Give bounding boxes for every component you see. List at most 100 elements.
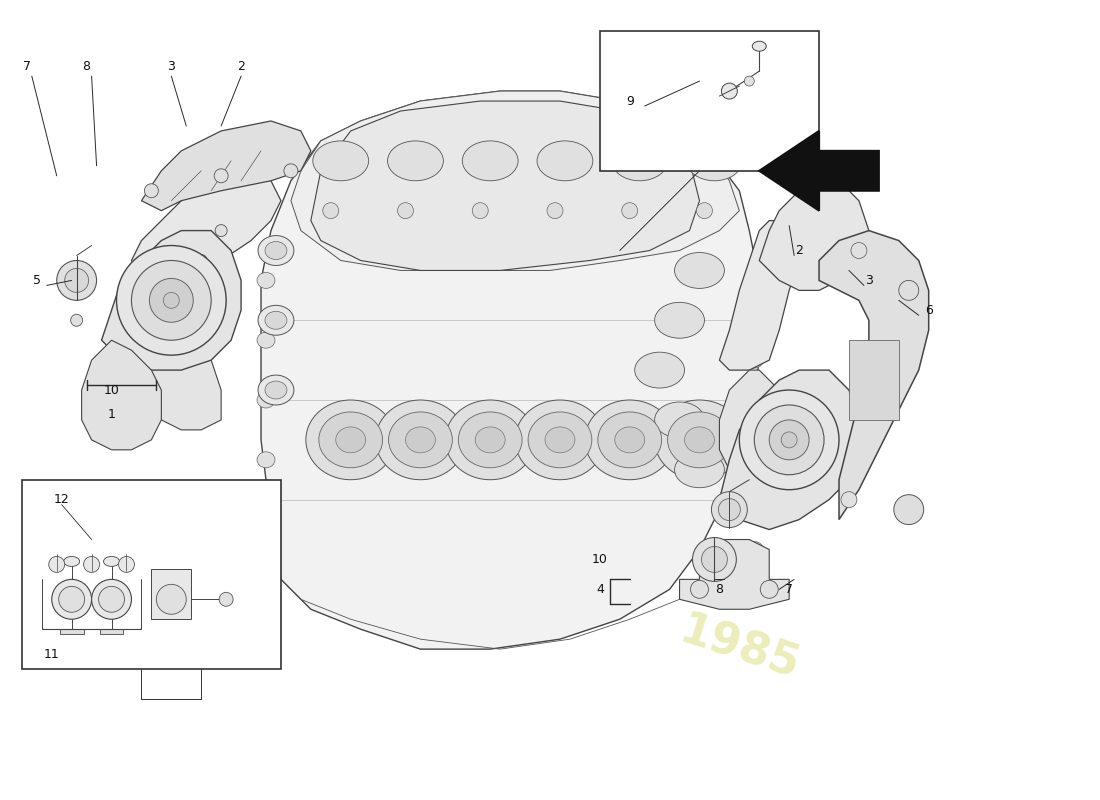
Ellipse shape bbox=[265, 311, 287, 330]
Circle shape bbox=[117, 246, 227, 355]
Circle shape bbox=[842, 492, 857, 508]
Text: maserati: maserati bbox=[422, 332, 618, 428]
Text: 5: 5 bbox=[33, 274, 41, 287]
Circle shape bbox=[712, 492, 747, 527]
Ellipse shape bbox=[387, 141, 443, 181]
Polygon shape bbox=[132, 170, 280, 290]
Bar bbox=[600, 31, 820, 170]
Text: 10: 10 bbox=[103, 383, 120, 397]
Circle shape bbox=[48, 557, 65, 572]
Circle shape bbox=[216, 225, 227, 237]
Circle shape bbox=[185, 304, 197, 316]
Bar bbox=[152, 570, 191, 619]
Ellipse shape bbox=[64, 557, 79, 566]
Ellipse shape bbox=[537, 141, 593, 181]
Polygon shape bbox=[719, 370, 799, 480]
Circle shape bbox=[144, 184, 158, 198]
Text: 4: 4 bbox=[596, 583, 604, 596]
Polygon shape bbox=[820, 230, 928, 519]
Circle shape bbox=[397, 202, 414, 218]
Circle shape bbox=[99, 586, 124, 612]
Polygon shape bbox=[680, 539, 789, 610]
Ellipse shape bbox=[459, 412, 522, 468]
Ellipse shape bbox=[746, 412, 763, 428]
Circle shape bbox=[693, 538, 736, 582]
Circle shape bbox=[322, 202, 339, 218]
Ellipse shape bbox=[612, 141, 668, 181]
Ellipse shape bbox=[746, 292, 763, 308]
Ellipse shape bbox=[654, 402, 704, 438]
Text: 7: 7 bbox=[785, 583, 793, 596]
Text: 11: 11 bbox=[44, 648, 59, 661]
Circle shape bbox=[284, 164, 298, 178]
Text: 1985: 1985 bbox=[674, 610, 805, 689]
Circle shape bbox=[52, 579, 91, 619]
Circle shape bbox=[214, 169, 228, 182]
Text: 3: 3 bbox=[865, 274, 872, 287]
Circle shape bbox=[894, 494, 924, 525]
Ellipse shape bbox=[257, 452, 275, 468]
Circle shape bbox=[150, 278, 194, 322]
Circle shape bbox=[691, 580, 708, 598]
Bar bbox=[22, 480, 280, 669]
Ellipse shape bbox=[684, 427, 714, 453]
Ellipse shape bbox=[475, 427, 505, 453]
Ellipse shape bbox=[746, 542, 763, 558]
Ellipse shape bbox=[668, 412, 732, 468]
Ellipse shape bbox=[406, 427, 436, 453]
Polygon shape bbox=[142, 121, 311, 210]
Circle shape bbox=[722, 83, 737, 99]
Text: 8: 8 bbox=[82, 60, 90, 73]
Circle shape bbox=[745, 76, 755, 86]
Ellipse shape bbox=[103, 557, 120, 566]
Bar bbox=[59, 630, 84, 634]
Text: 10: 10 bbox=[592, 553, 608, 566]
Ellipse shape bbox=[597, 412, 661, 468]
Ellipse shape bbox=[462, 141, 518, 181]
Polygon shape bbox=[261, 91, 759, 649]
Ellipse shape bbox=[312, 141, 368, 181]
Circle shape bbox=[132, 261, 211, 340]
Ellipse shape bbox=[336, 427, 365, 453]
Text: 9: 9 bbox=[626, 94, 634, 107]
Bar bbox=[849, 340, 899, 420]
Ellipse shape bbox=[635, 352, 684, 388]
Ellipse shape bbox=[306, 400, 396, 480]
Ellipse shape bbox=[258, 375, 294, 405]
Polygon shape bbox=[759, 131, 879, 210]
Ellipse shape bbox=[752, 42, 767, 51]
Polygon shape bbox=[719, 221, 799, 370]
Circle shape bbox=[219, 592, 233, 606]
Ellipse shape bbox=[528, 412, 592, 468]
Text: 2: 2 bbox=[238, 60, 245, 73]
Circle shape bbox=[65, 269, 89, 292]
Circle shape bbox=[195, 254, 207, 266]
Ellipse shape bbox=[585, 400, 674, 480]
Bar bbox=[100, 630, 123, 634]
Ellipse shape bbox=[654, 302, 704, 338]
Polygon shape bbox=[719, 370, 859, 530]
Circle shape bbox=[84, 557, 100, 572]
Circle shape bbox=[755, 405, 824, 474]
Circle shape bbox=[547, 202, 563, 218]
Circle shape bbox=[702, 546, 727, 572]
Ellipse shape bbox=[265, 242, 287, 259]
Ellipse shape bbox=[258, 235, 294, 266]
Circle shape bbox=[760, 580, 778, 598]
Text: 1: 1 bbox=[108, 409, 115, 422]
Circle shape bbox=[869, 261, 889, 281]
Circle shape bbox=[472, 202, 488, 218]
Circle shape bbox=[769, 420, 810, 460]
Ellipse shape bbox=[319, 412, 383, 468]
Ellipse shape bbox=[674, 452, 725, 488]
Circle shape bbox=[718, 498, 740, 521]
Text: 12: 12 bbox=[54, 493, 69, 506]
Ellipse shape bbox=[746, 482, 763, 498]
Ellipse shape bbox=[686, 141, 742, 181]
Circle shape bbox=[696, 202, 713, 218]
Circle shape bbox=[70, 314, 82, 326]
Polygon shape bbox=[311, 101, 700, 270]
Ellipse shape bbox=[544, 427, 575, 453]
Circle shape bbox=[851, 242, 867, 258]
Ellipse shape bbox=[257, 392, 275, 408]
